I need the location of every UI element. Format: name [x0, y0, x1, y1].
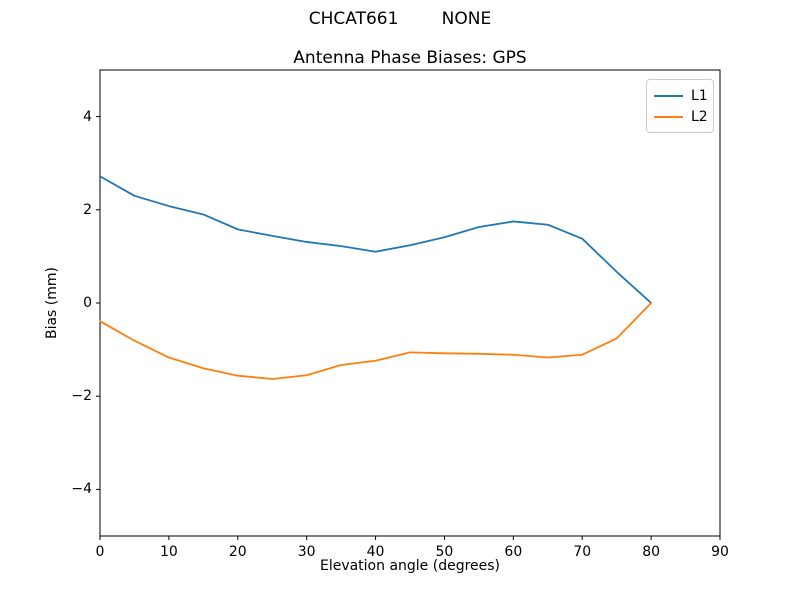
line-L2 — [99, 302, 653, 380]
x-tick-label: 20 — [228, 544, 247, 560]
x-tick-label: 70 — [573, 544, 592, 560]
x-tick-label: 90 — [711, 544, 729, 560]
axes-title: Antenna Phase Biases: GPS — [293, 48, 527, 68]
x-tick-label: 30 — [297, 544, 316, 560]
x-tick-label: 60 — [504, 544, 523, 560]
legend-label-l1: L1 — [691, 87, 708, 104]
y-tick-label: −2 — [71, 388, 92, 405]
y-tick-label: 2 — [83, 201, 92, 218]
x-tick-label: 40 — [366, 544, 385, 560]
y-axis-label: Bias (mm) — [44, 266, 60, 340]
legend-item-l1: L1 — [654, 85, 708, 106]
y-tick-label: −4 — [71, 481, 92, 498]
legend-label-l2: L2 — [691, 108, 708, 125]
x-tick-label: 0 — [95, 544, 105, 560]
line-L1 — [99, 175, 653, 304]
x-tick-label: 80 — [642, 544, 661, 560]
x-tick-label: 50 — [435, 544, 454, 560]
x-axis-label: Elevation angle (degrees) — [319, 558, 501, 574]
axes-frame — [99, 69, 721, 537]
y-tick-label: 4 — [83, 108, 92, 125]
x-tick-label: 10 — [159, 544, 178, 560]
y-tick-label: 0 — [83, 295, 92, 311]
l1-line-sample-icon — [654, 94, 683, 97]
figure-suptitle: CHCAT661 NONE — [308, 9, 492, 29]
legend: L1 L2 — [646, 79, 714, 133]
legend-item-l2: L2 — [654, 106, 708, 127]
l2-line-sample-icon — [654, 115, 683, 118]
